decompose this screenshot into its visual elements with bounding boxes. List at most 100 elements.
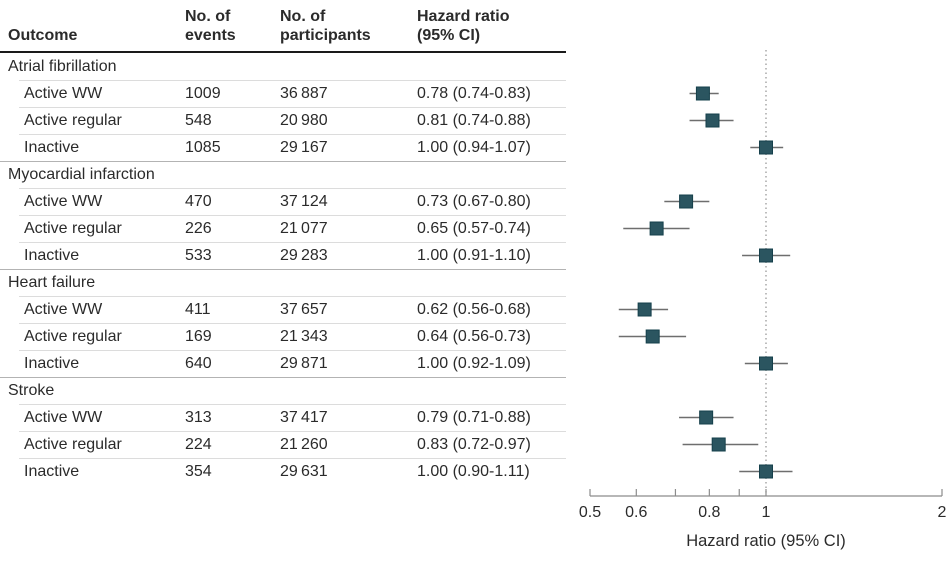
forest-marker: [699, 410, 714, 425]
hazard-ratio-cell: 1.00 (0.91-1.10): [417, 246, 531, 264]
col-header-events-line2: events: [185, 27, 236, 45]
hazard-ratio-cell: 1.00 (0.92-1.09): [417, 354, 531, 372]
group-label: Heart failure: [8, 274, 96, 291]
participants-cell: 21 343: [280, 327, 328, 345]
table-row: Active regular 548 20 980 0.81 (0.74-0.88): [0, 107, 566, 134]
group-row: Atrial fibrillation: [0, 53, 566, 80]
hazard-ratio-cell: 0.73 (0.67-0.80): [417, 192, 531, 210]
hazard-ratio-cell: 0.65 (0.57-0.74): [417, 219, 531, 237]
participants-cell: 37 124: [280, 192, 328, 210]
forest-marker: [705, 113, 720, 128]
x-axis-tick-label: 1: [762, 504, 771, 521]
participants-cell: 29 167: [280, 138, 328, 156]
participants-cell: 21 260: [280, 435, 328, 453]
col-header-hazard-ratio: Hazard ratio (95% CI): [417, 8, 566, 46]
table-body: Atrial fibrillation Active WW 1009 36 887 0.…: [0, 53, 566, 485]
table-row: Active WW 470 37 124 0.73 (0.67-0.80): [0, 188, 566, 215]
forest-marker: [759, 464, 773, 479]
forest-marker: [679, 194, 694, 209]
table-row: Active WW 313 37 417 0.79 (0.71-0.88): [0, 404, 566, 431]
col-header-participants-line1: No. of: [280, 8, 326, 26]
x-axis-tick-label: 0.6: [625, 504, 647, 521]
table-row: Active WW 1009 36 887 0.78 (0.74-0.83): [0, 80, 566, 107]
events-cell: 226: [185, 219, 212, 237]
participants-cell: 36 887: [280, 84, 328, 102]
outcome-cell: Active regular: [24, 219, 122, 237]
forest-marker: [637, 302, 652, 317]
hazard-ratio-cell: 0.64 (0.56-0.73): [417, 327, 531, 345]
outcome-cell: Inactive: [24, 354, 80, 372]
hazard-ratio-cell: 0.81 (0.74-0.88): [417, 111, 531, 129]
col-header-events-line1: No. of: [185, 8, 231, 26]
group-row: Stroke: [0, 377, 566, 404]
col-header-participants-line2: participants: [280, 27, 371, 45]
table-row: Active WW 411 37 657 0.62 (0.56-0.68): [0, 296, 566, 323]
x-axis-tick-label: 2: [938, 504, 947, 521]
col-header-participants: No. of participants: [280, 8, 417, 46]
col-header-hr-line1: Hazard ratio: [417, 8, 510, 26]
group-label: Myocardial infarction: [8, 166, 155, 183]
x-axis-tick-label: 0.5: [579, 504, 601, 521]
events-cell: 470: [185, 192, 212, 210]
group-row: Heart failure: [0, 269, 566, 296]
table-row: Active regular 226 21 077 0.65 (0.57-0.74): [0, 215, 566, 242]
table-row: Inactive 354 29 631 1.00 (0.90-1.11): [0, 458, 566, 485]
outcome-cell: Active WW: [24, 84, 103, 102]
table-row: Inactive 533 29 283 1.00 (0.91-1.10): [0, 242, 566, 269]
events-cell: 224: [185, 435, 212, 453]
participants-cell: 29 283: [280, 246, 328, 264]
hazard-ratio-cell: 0.79 (0.71-0.88): [417, 408, 531, 426]
forest-marker: [711, 437, 726, 452]
outcome-cell: Inactive: [24, 462, 80, 480]
hazard-ratio-cell: 0.83 (0.72-0.97): [417, 435, 531, 453]
outcome-cell: Active WW: [24, 408, 103, 426]
col-header-events: No. of events: [185, 8, 280, 46]
participants-cell: 29 871: [280, 354, 328, 372]
forest-marker: [759, 356, 773, 371]
col-header-outcome: Outcome: [8, 27, 78, 45]
events-cell: 640: [185, 354, 212, 372]
participants-cell: 21 077: [280, 219, 328, 237]
events-cell: 1009: [185, 84, 221, 102]
outcome-cell: Active regular: [24, 327, 122, 345]
forest-marker: [759, 248, 773, 263]
events-cell: 1085: [185, 138, 221, 156]
events-cell: 533: [185, 246, 212, 264]
participants-cell: 37 417: [280, 408, 328, 426]
forest-marker: [759, 140, 773, 155]
outcome-cell: Active WW: [24, 192, 103, 210]
events-cell: 354: [185, 462, 212, 480]
group-label: Atrial fibrillation: [8, 57, 117, 75]
table-header-row: Outcome No. of events No. of participant…: [0, 0, 566, 53]
hazard-ratio-cell: 0.62 (0.56-0.68): [417, 300, 531, 318]
hazard-ratio-cell: 0.78 (0.74-0.83): [417, 84, 531, 102]
table-row: Inactive 640 29 871 1.00 (0.92-1.09): [0, 350, 566, 377]
outcome-cell: Active WW: [24, 300, 103, 318]
participants-cell: 37 657: [280, 300, 328, 318]
forest-marker: [645, 329, 660, 344]
table-row: Active regular 169 21 343 0.64 (0.56-0.73): [0, 323, 566, 350]
group-row: Myocardial infarction: [0, 161, 566, 188]
col-header-hr-line2: (95% CI): [417, 27, 481, 45]
hazard-ratio-cell: 1.00 (0.94-1.07): [417, 138, 531, 156]
events-cell: 411: [185, 300, 211, 318]
forest-marker: [649, 221, 664, 236]
events-cell: 548: [185, 111, 212, 129]
outcome-cell: Active regular: [24, 111, 122, 129]
table-row: Active regular 224 21 260 0.83 (0.72-0.97): [0, 431, 566, 458]
outcome-cell: Active regular: [24, 435, 122, 453]
hazard-ratio-cell: 1.00 (0.90-1.11): [417, 462, 530, 480]
events-cell: 169: [185, 327, 212, 345]
outcome-table: Outcome No. of events No. of participant…: [0, 0, 566, 485]
participants-cell: 29 631: [280, 462, 328, 480]
table-row: Inactive 1085 29 167 1.00 (0.94-1.07): [0, 134, 566, 161]
participants-cell: 20 980: [280, 111, 328, 129]
x-axis-tick-label: 0.8: [698, 504, 720, 521]
events-cell: 313: [185, 408, 212, 426]
outcome-cell: Inactive: [24, 138, 80, 156]
forest-marker: [695, 86, 710, 101]
x-axis-title: Hazard ratio (95% CI): [686, 532, 846, 550]
group-label: Stroke: [8, 382, 55, 399]
